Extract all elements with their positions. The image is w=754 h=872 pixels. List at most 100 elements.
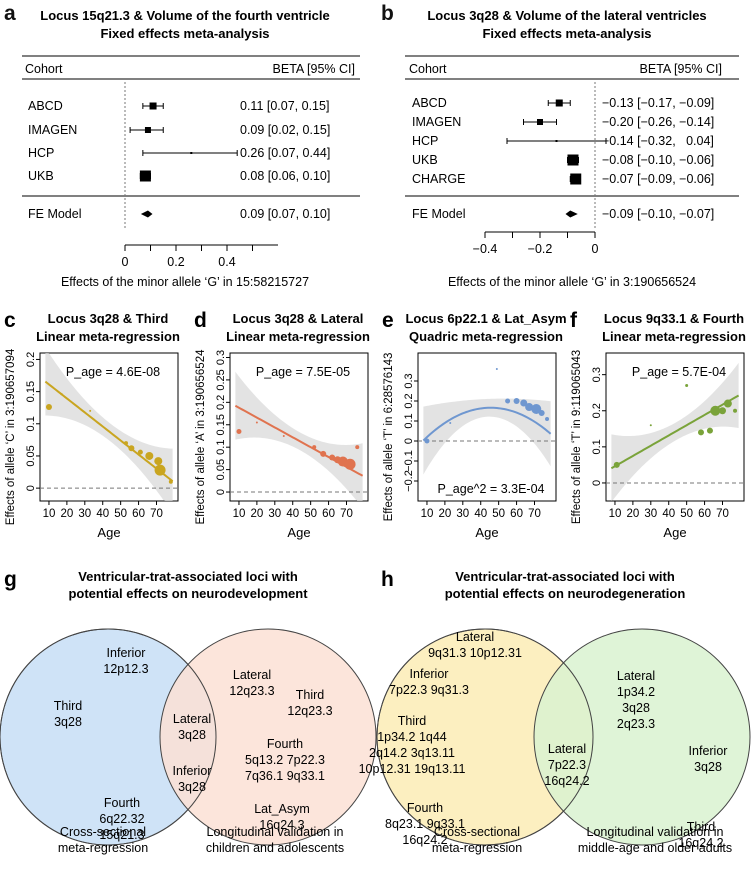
data-point	[531, 404, 542, 414]
data-point	[706, 427, 713, 434]
data-point	[424, 438, 430, 444]
data-point	[505, 398, 511, 404]
cohort-name: CHARGE	[412, 172, 465, 186]
plot-frame	[229, 352, 369, 502]
right-set-item: Third	[296, 688, 325, 702]
data-point	[718, 407, 726, 415]
forest-subtitle: Fixed effects meta-analysis	[100, 26, 269, 41]
forest-subtitle: Fixed effects meta-analysis	[482, 26, 651, 41]
p-value-annotation: P_age = 5.7E-04	[632, 365, 726, 379]
forest-row: ABCD 0.11 [0.07, 0.15]	[28, 99, 329, 113]
model-name: FE Model	[28, 207, 82, 221]
data-point	[513, 398, 520, 404]
venn-subtitle: potential effects on neurodevelopment	[68, 586, 308, 601]
reg-subtitle: Linear meta-regression	[36, 329, 180, 344]
right-set-item: 5q13.2 7p22.3	[245, 753, 325, 767]
y-tick-label: −0.2	[403, 470, 415, 492]
x-tick-label: 10	[233, 508, 246, 520]
estimate-square	[555, 140, 558, 142]
x-tick-label: 70	[340, 508, 353, 520]
left-set-caption: Cross-sectional	[434, 825, 520, 839]
forest-title: Locus 15q21.3 & Volume of the fourth ven…	[40, 8, 329, 23]
panel-letter: e	[382, 309, 394, 332]
y-tick-label: −0.1	[403, 450, 415, 472]
venn-title: Ventricular-trat-associated loci with	[78, 569, 298, 584]
left-set-item: Third	[398, 714, 427, 728]
right-set-caption: Longitudinal validation in	[587, 825, 724, 839]
x-tick-label: 40	[286, 508, 299, 520]
data-point	[137, 449, 143, 455]
beta-label: −0.07 [−0.09, −0.06]	[602, 172, 714, 186]
right-set-item: Third	[687, 820, 716, 834]
model-name: FE Model	[412, 207, 466, 221]
left-set-item: 9q31.3 10p12.31	[428, 646, 522, 660]
beta-label: −0.08 [−0.10, −0.06]	[602, 153, 714, 167]
data-point	[545, 417, 550, 421]
y-tick-label: 0	[591, 480, 603, 486]
estimate-square	[190, 152, 193, 154]
right-set-item: 2q23.3	[617, 717, 655, 731]
intersection-item: Lateral	[173, 712, 211, 726]
y-tick-label: 0.2	[25, 352, 37, 367]
x-tick-label: 0.4	[218, 255, 235, 269]
right-set-circle	[159, 628, 377, 846]
left-set-caption: meta-regression	[58, 841, 148, 855]
y-tick-label: 0.2	[215, 395, 227, 410]
x-tick-label: 70	[150, 508, 163, 520]
p-value-annotation: P_age = 7.5E-05	[256, 365, 350, 379]
cohort-name: IMAGEN	[28, 123, 77, 137]
left-set-item: 16q24.2	[402, 833, 447, 847]
beta-label: 0.08 [0.06, 0.10]	[240, 169, 330, 183]
fit-line	[422, 406, 552, 442]
left-set-item: Fourth	[104, 796, 140, 810]
x-tick-label: 30	[78, 508, 91, 520]
left-set-item: Third	[54, 699, 83, 713]
beta-header: BETA [95% CI]	[640, 62, 722, 76]
p-value-annotation: P_age = 4.6E-08	[66, 365, 160, 379]
beta-label: 0.26 [0.07, 0.44]	[240, 146, 330, 160]
y-tick-label: 0.1	[591, 439, 603, 454]
data-point	[168, 479, 173, 484]
data-point	[145, 451, 154, 460]
left-set-caption: Cross-sectional	[60, 825, 146, 839]
forest-row: CHARGE −0.07 [−0.09, −0.06]	[412, 172, 714, 186]
forest-row: UKB −0.08 [−0.10, −0.06]	[412, 153, 714, 167]
model-label: 0.09 [0.07, 0.10]	[240, 207, 330, 221]
data-point	[697, 429, 704, 436]
forest-row: ABCD −0.13 [−0.17, −0.09]	[412, 96, 714, 110]
reg-subtitle: Linear meta-regression	[602, 329, 746, 344]
data-point	[685, 383, 689, 387]
y-tick-label: 0.2	[591, 403, 603, 418]
cohort-header: Cohort	[409, 62, 447, 76]
confidence-band	[235, 371, 363, 501]
beta-label: 0.11 [0.07, 0.15]	[240, 99, 329, 113]
left-set-item: 3q28	[54, 715, 82, 729]
x-tick-label: 40	[474, 508, 487, 520]
y-axis-label: Effects of allele ‘T’ in 9:119065043	[571, 350, 583, 524]
x-axis-label: Age	[475, 525, 498, 540]
x-tick-label: 10	[43, 508, 56, 520]
left-set-item: Inferior	[107, 646, 146, 660]
right-set-item: 3q28	[622, 701, 650, 715]
forest-title: Locus 3q28 & Volume of the lateral ventr…	[427, 8, 706, 23]
venn-title: Ventricular-trat-associated loci with	[455, 569, 675, 584]
x-tick-label: 30	[268, 508, 281, 520]
data-point	[525, 403, 534, 411]
x-tick-label: 70	[528, 508, 541, 520]
x-tick-label: 20	[626, 508, 639, 520]
panel-letter: g	[4, 568, 17, 591]
estimate-square	[139, 170, 151, 182]
right-set-item: Lateral	[233, 668, 271, 682]
x-tick-label: 50	[680, 508, 693, 520]
left-set-caption: meta-regression	[432, 841, 522, 855]
x-tick-label: 60	[322, 508, 335, 520]
right-set-item: Lateral	[617, 669, 655, 683]
x-tick-label: 20	[250, 508, 263, 520]
forest-xlabel: Effects of the minor allele ‘G’ in 3:190…	[448, 275, 696, 289]
x-tick-label: 20	[438, 508, 451, 520]
left-set-item: 1p34.2 1q44	[377, 730, 447, 744]
data-point	[449, 422, 452, 424]
data-point	[154, 457, 163, 466]
right-set-caption: children and adolescents	[206, 841, 344, 855]
venn-panels: g Ventricular-trat-associated loci with po…	[0, 568, 751, 855]
